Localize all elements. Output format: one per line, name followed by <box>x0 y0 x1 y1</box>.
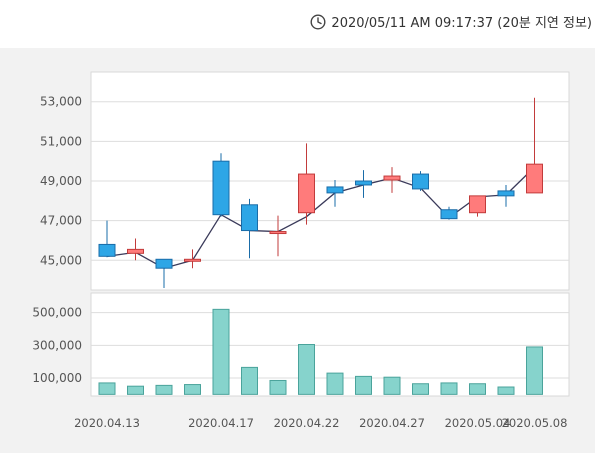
volume-bar <box>298 344 315 395</box>
candle-body <box>269 231 287 235</box>
moving-average-line <box>106 166 535 269</box>
volume-bar <box>127 385 144 395</box>
volume-bar <box>98 382 116 395</box>
volume-bars <box>98 308 543 395</box>
candle <box>184 249 201 269</box>
candle-body <box>298 173 315 214</box>
candle <box>127 238 144 261</box>
candle-body <box>469 195 486 214</box>
y-tick-labels: 45,000 47,000 49,000 51,000 53,000 100,000 300… <box>32 95 82 385</box>
candle <box>212 153 230 217</box>
volume-bar <box>269 379 287 395</box>
candle-body <box>383 175 401 181</box>
candle <box>326 180 344 207</box>
price-tick-label: 47,000 <box>40 214 82 228</box>
date-tick-label: 2020.04.13 <box>74 416 140 430</box>
candle <box>526 97 543 194</box>
price-tick-label: 51,000 <box>40 134 82 148</box>
volume-bar <box>526 346 543 395</box>
volume-bar <box>184 384 201 395</box>
date-tick-label: 2020.05.04 <box>445 416 511 430</box>
candle <box>412 171 429 191</box>
volume-bar <box>383 376 401 395</box>
candle <box>269 215 287 257</box>
date-tick-label: 2020.04.22 <box>274 416 340 430</box>
candle <box>469 195 486 217</box>
chart-area: 45,000 47,000 49,000 51,000 53,000 100,000 300… <box>0 48 595 453</box>
candle <box>355 170 372 198</box>
price-tick-label: 49,000 <box>40 174 82 188</box>
volume-tick-label: 500,000 <box>32 306 82 320</box>
volume-bar <box>355 375 372 395</box>
volume-bar <box>212 308 230 395</box>
candle-body <box>497 190 515 197</box>
date-tick-label: 2020.04.17 <box>188 416 254 430</box>
date-tick-label: 2020.05.08 <box>502 416 568 430</box>
candle-body <box>326 186 344 194</box>
candle <box>98 220 116 258</box>
candle <box>155 258 173 289</box>
volume-bar <box>155 384 173 395</box>
volume-tick-label: 100,000 <box>32 371 82 385</box>
price-tick-label: 45,000 <box>40 253 82 267</box>
candle <box>497 184 515 207</box>
volume-tick-label: 300,000 <box>32 338 82 352</box>
clock-icon <box>310 13 326 30</box>
candle-body <box>98 243 116 257</box>
candle-body <box>241 204 258 232</box>
candle-body <box>412 173 429 190</box>
candle <box>383 167 401 193</box>
candle-body <box>155 258 173 269</box>
price-tick-label: 53,000 <box>40 95 82 109</box>
volume-bar <box>326 372 344 395</box>
candle <box>298 143 315 225</box>
candles <box>98 97 543 289</box>
candle-body <box>355 180 372 186</box>
timestamp: 2020/05/11 AM 09:17:37 (20분 지연 정보) <box>310 12 592 31</box>
timestamp-text: 2020/05/11 AM 09:17:37 (20분 지연 정보) <box>331 16 592 31</box>
volume-bar <box>497 386 515 395</box>
candle-body <box>127 248 144 254</box>
candle-body <box>184 258 201 262</box>
stock-chart: 45,000 47,000 49,000 51,000 53,000 100,000 300… <box>32 71 570 430</box>
date-tick-label: 2020.04.27 <box>359 416 425 430</box>
x-tick-labels: 2020.04.13 2020.04.17 2020.04.22 2020.04.27… <box>74 416 567 430</box>
candle-body <box>440 209 458 220</box>
volume-bar <box>469 383 486 395</box>
volume-bar <box>412 383 429 395</box>
moving-average <box>106 166 535 269</box>
candle <box>241 198 258 259</box>
candle-body <box>212 160 230 216</box>
candle <box>440 206 458 220</box>
volume-bar <box>241 366 258 395</box>
volume-bar <box>440 382 458 395</box>
candle-body <box>526 163 543 194</box>
